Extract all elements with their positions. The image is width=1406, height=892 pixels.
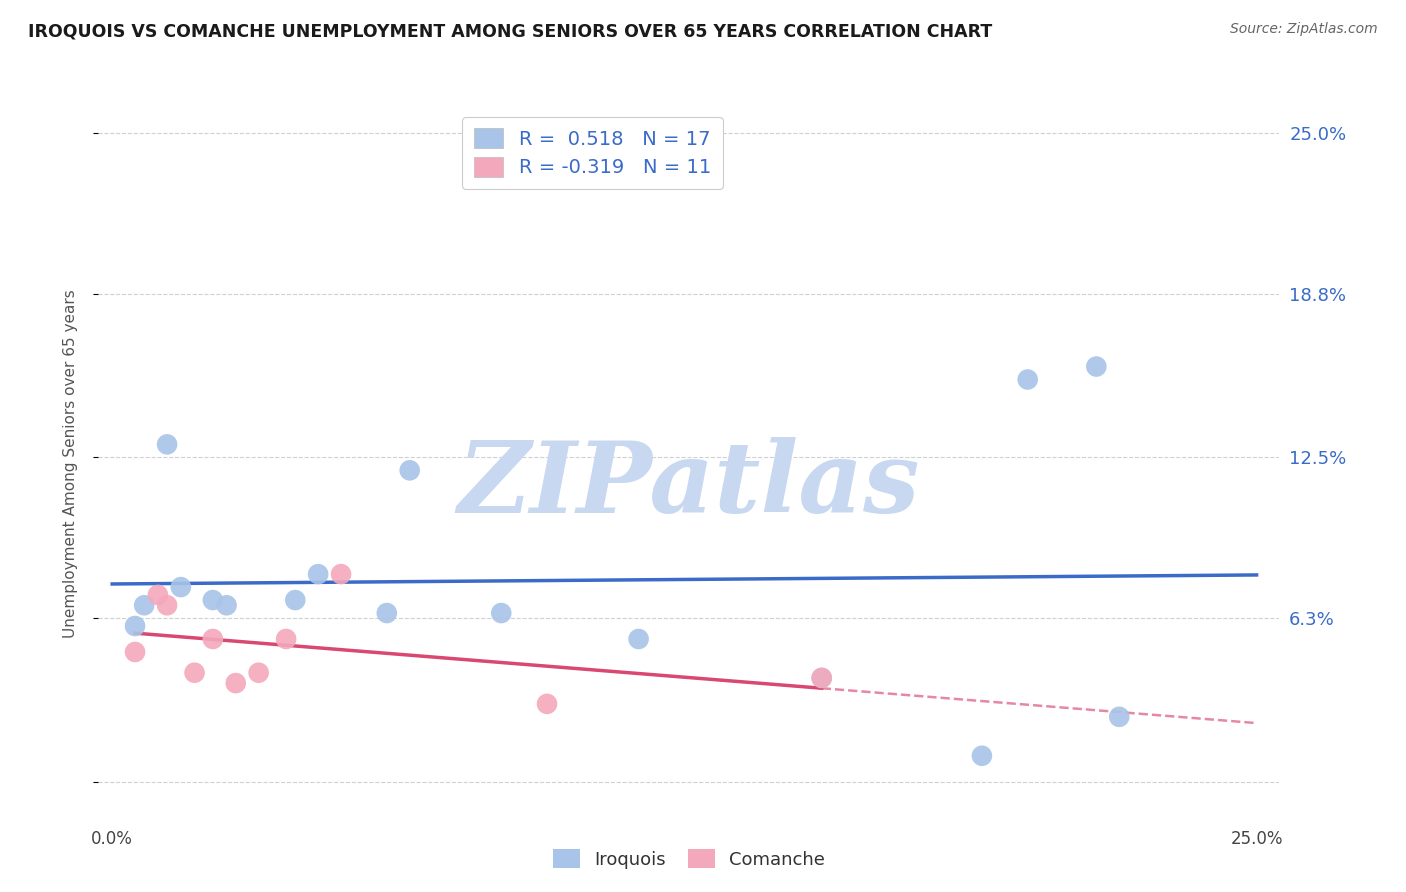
Point	[201, 593, 224, 607]
Point	[1108, 710, 1130, 724]
Point	[1085, 359, 1108, 374]
Point	[1017, 372, 1039, 386]
Point	[215, 599, 238, 613]
Point	[330, 567, 353, 582]
Point	[201, 632, 224, 646]
Point	[810, 671, 832, 685]
Text: ZIPatlas: ZIPatlas	[458, 437, 920, 533]
Point	[627, 632, 650, 646]
Point	[284, 593, 307, 607]
Point	[247, 665, 270, 680]
Point	[124, 619, 146, 633]
Text: IROQUOIS VS COMANCHE UNEMPLOYMENT AMONG SENIORS OVER 65 YEARS CORRELATION CHART: IROQUOIS VS COMANCHE UNEMPLOYMENT AMONG …	[28, 22, 993, 40]
Point	[170, 580, 193, 594]
Point	[225, 676, 247, 690]
Point	[307, 567, 329, 582]
Point	[398, 463, 420, 477]
Point	[375, 606, 398, 620]
Point	[156, 437, 179, 451]
Legend: Iroquois, Comanche: Iroquois, Comanche	[546, 842, 832, 876]
Point	[491, 606, 513, 620]
Point	[810, 671, 832, 685]
Point	[183, 665, 205, 680]
Text: Source: ZipAtlas.com: Source: ZipAtlas.com	[1230, 22, 1378, 37]
Y-axis label: Unemployment Among Seniors over 65 years: Unemployment Among Seniors over 65 years	[63, 290, 77, 638]
Point	[124, 645, 146, 659]
Point	[536, 697, 558, 711]
Point	[146, 588, 169, 602]
Point	[134, 599, 156, 613]
Point	[970, 748, 993, 763]
Point	[156, 599, 179, 613]
Point	[274, 632, 297, 646]
